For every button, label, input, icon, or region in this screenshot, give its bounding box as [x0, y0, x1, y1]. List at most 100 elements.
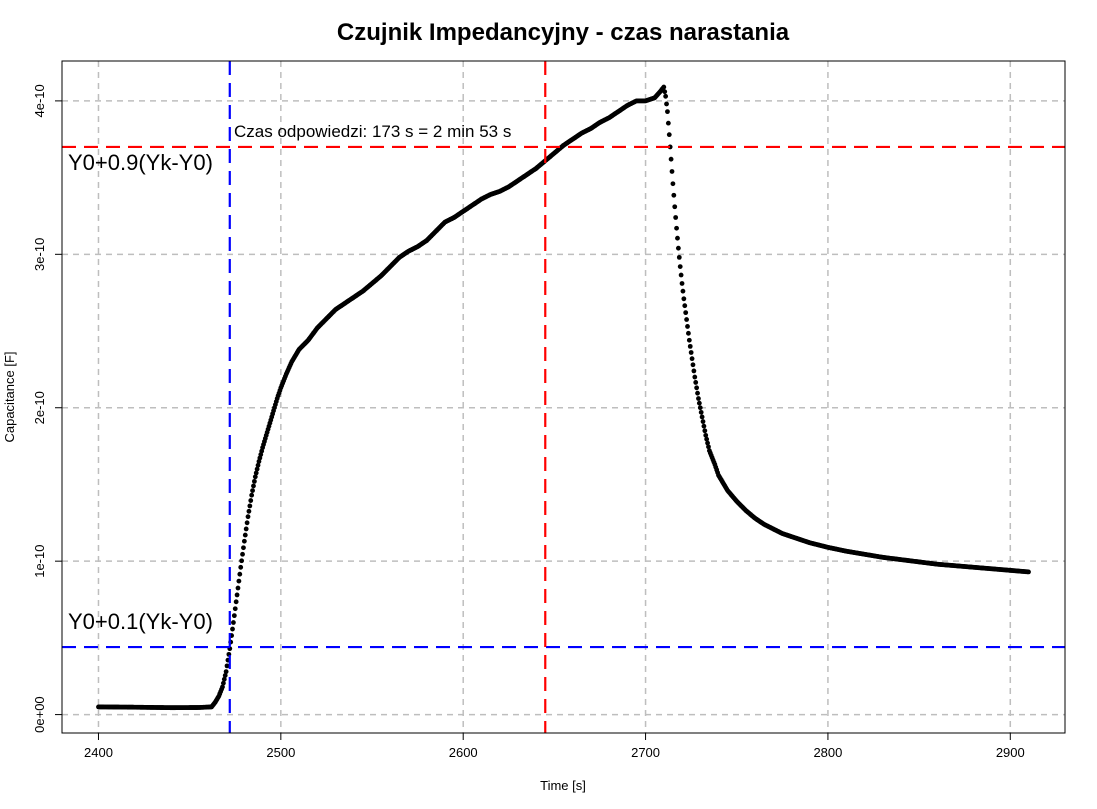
- grid-layer: [62, 61, 1065, 733]
- data-point: [231, 613, 237, 619]
- data-point: [685, 324, 690, 329]
- lower-threshold-label: Y0+0.1(Yk-Y0): [68, 609, 213, 634]
- data-point: [687, 343, 693, 349]
- annotation-layer: Czas odpowiedzi: 173 s = 2 min 53 s Y0+0…: [68, 122, 511, 634]
- data-point: [704, 436, 710, 442]
- data-point: [681, 296, 687, 302]
- data-point: [686, 330, 691, 336]
- x-tick-label: 2500: [266, 745, 295, 760]
- data-point: [220, 684, 225, 690]
- data-point: [683, 310, 689, 316]
- data-point: [235, 585, 241, 591]
- data-point: [665, 120, 671, 126]
- x-tick-label: 2800: [813, 745, 842, 760]
- y-axis-label: Capacitance [F]: [2, 351, 17, 442]
- data-point: [696, 396, 701, 401]
- data-point: [662, 89, 668, 95]
- data-point: [695, 390, 700, 396]
- data-point: [243, 526, 249, 532]
- data-point: [663, 93, 669, 99]
- data-point: [690, 362, 696, 368]
- data-point: [680, 288, 686, 294]
- data-point: [241, 538, 247, 544]
- data-point: [686, 337, 692, 343]
- data-point: [239, 558, 245, 564]
- data-point: [670, 181, 676, 187]
- data-point: [666, 132, 672, 138]
- data-point: [255, 462, 261, 468]
- data-point: [700, 419, 706, 424]
- data-point: [675, 235, 680, 241]
- data-point: [703, 432, 709, 438]
- data-point: [251, 483, 256, 489]
- x-tick-label: 2400: [84, 745, 113, 760]
- data-point: [693, 380, 699, 385]
- data-point: [694, 385, 700, 391]
- data-point: [236, 578, 242, 584]
- data-point: [699, 414, 705, 420]
- y-tick-label: 1e-10: [32, 545, 47, 578]
- data-point: [677, 264, 683, 269]
- data-point: [244, 520, 250, 526]
- response-time-annotation: Czas odpowiedzi: 173 s = 2 min 53 s: [234, 122, 511, 141]
- plot-frame: [61, 60, 1066, 734]
- y-tick-label: 3e-10: [32, 238, 47, 271]
- data-point: [701, 423, 707, 429]
- data-point: [674, 225, 679, 231]
- y-tick-label: 0e+00: [32, 696, 47, 733]
- data-point: [679, 281, 685, 286]
- data-point: [242, 532, 248, 538]
- x-tick-label: 2900: [996, 745, 1025, 760]
- data-point: [682, 303, 688, 309]
- chart-title: Czujnik Impedancyjny - czas narastania: [337, 19, 790, 46]
- data-point: [245, 514, 251, 520]
- y-tick-label: 4e-10: [32, 84, 47, 117]
- data-point: [249, 492, 255, 498]
- data-point: [668, 156, 674, 162]
- data-point: [250, 488, 255, 493]
- data-point: [702, 428, 708, 434]
- data-point: [676, 254, 682, 260]
- data-point: [696, 400, 702, 406]
- data-point: [705, 440, 710, 446]
- data-point: [238, 564, 244, 570]
- data-point: [220, 680, 226, 686]
- y-tick-label: 2e-10: [32, 391, 47, 424]
- data-point: [672, 204, 678, 210]
- data-point: [664, 101, 669, 107]
- data-point: [688, 350, 694, 355]
- data-point: [224, 663, 230, 669]
- data-point: [223, 669, 229, 675]
- data-point: [241, 545, 246, 551]
- data-point: [237, 571, 243, 577]
- data-point: [661, 84, 667, 90]
- reference-lines-layer: [62, 61, 1065, 733]
- data-point: [246, 508, 252, 514]
- data-point: [684, 317, 689, 322]
- data-point: [222, 673, 228, 678]
- data-point: [231, 620, 236, 625]
- x-tick-label: 2600: [449, 745, 478, 760]
- data-point: [669, 169, 675, 174]
- data-point: [1026, 569, 1031, 575]
- data-point: [698, 409, 704, 415]
- data-point: [252, 474, 258, 480]
- data-point: [692, 374, 698, 380]
- data-point: [232, 606, 238, 612]
- data-points-layer: [96, 84, 1031, 711]
- data-point: [697, 405, 703, 411]
- data-point: [706, 444, 711, 450]
- data-point: [251, 478, 257, 484]
- data-point: [665, 109, 670, 115]
- data-point: [667, 144, 673, 150]
- data-point: [691, 368, 697, 374]
- data-point: [671, 192, 677, 198]
- data-point: [240, 551, 245, 557]
- data-point: [230, 626, 235, 632]
- data-point: [221, 676, 227, 682]
- data-point: [233, 599, 239, 605]
- upper-threshold-label: Y0+0.9(Yk-Y0): [68, 150, 213, 175]
- data-point: [253, 470, 259, 476]
- data-point: [678, 272, 684, 278]
